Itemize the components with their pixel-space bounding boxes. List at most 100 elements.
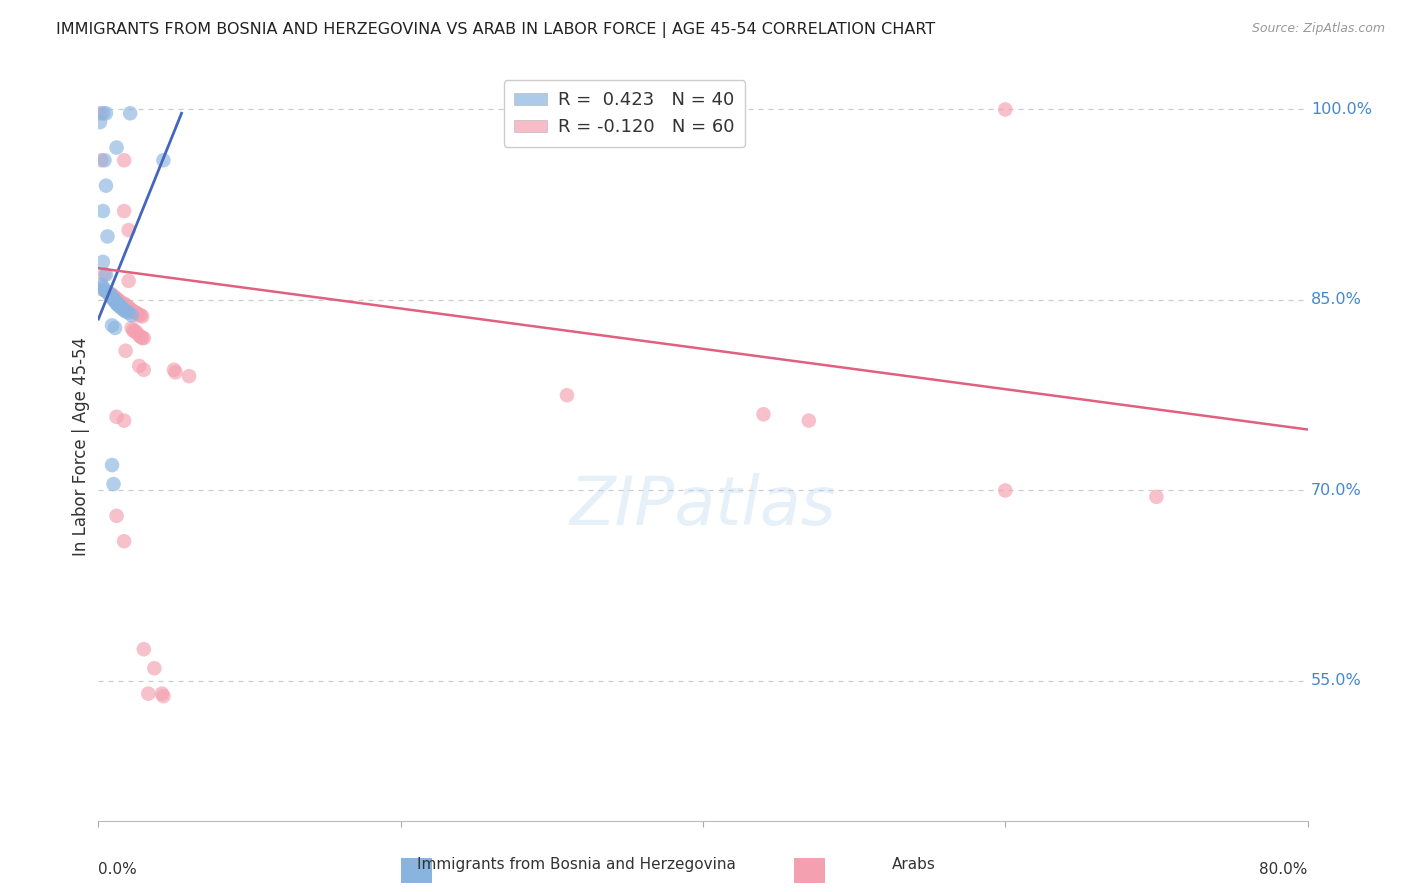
Text: 0.0%: 0.0% bbox=[98, 862, 138, 877]
Point bbox=[94, 178, 117, 193]
Point bbox=[91, 255, 114, 269]
Point bbox=[111, 297, 134, 311]
Text: 70.0%: 70.0% bbox=[1312, 483, 1362, 498]
Point bbox=[91, 204, 114, 219]
Point bbox=[100, 289, 122, 303]
Point bbox=[118, 306, 141, 320]
Point bbox=[152, 153, 174, 168]
Point bbox=[128, 328, 150, 343]
Point bbox=[994, 483, 1017, 498]
Point bbox=[165, 365, 187, 379]
Point bbox=[107, 298, 129, 312]
Point bbox=[132, 642, 155, 657]
Point bbox=[103, 292, 125, 306]
Point bbox=[100, 286, 122, 301]
Text: Immigrants from Bosnia and Herzegovina: Immigrants from Bosnia and Herzegovina bbox=[418, 857, 735, 872]
Y-axis label: In Labor Force | Age 45-54: In Labor Force | Age 45-54 bbox=[72, 336, 90, 556]
Point bbox=[112, 297, 135, 311]
Point bbox=[143, 661, 166, 675]
Point bbox=[131, 331, 153, 345]
Point bbox=[118, 301, 141, 315]
Point bbox=[555, 388, 578, 402]
Point bbox=[89, 106, 111, 120]
Point bbox=[127, 307, 149, 321]
Point bbox=[994, 103, 1017, 117]
Point bbox=[91, 283, 114, 297]
Text: ZIPatlas: ZIPatlas bbox=[569, 473, 837, 539]
Point bbox=[105, 508, 128, 523]
Point bbox=[98, 286, 121, 301]
Point bbox=[90, 153, 112, 168]
Point bbox=[124, 325, 146, 339]
Point bbox=[104, 321, 127, 335]
Point bbox=[111, 301, 134, 316]
Point bbox=[96, 229, 118, 244]
Point bbox=[101, 318, 124, 333]
Point bbox=[114, 304, 136, 318]
Point bbox=[179, 369, 201, 384]
Point bbox=[128, 308, 150, 322]
Point bbox=[112, 303, 135, 318]
Point bbox=[121, 308, 143, 322]
Point bbox=[90, 277, 112, 292]
Point bbox=[125, 306, 148, 320]
Point bbox=[93, 283, 115, 297]
Point bbox=[91, 106, 114, 120]
Point bbox=[107, 293, 129, 307]
Point bbox=[105, 297, 128, 311]
Point bbox=[110, 295, 132, 310]
Point bbox=[118, 223, 141, 237]
Point bbox=[132, 363, 155, 377]
Point bbox=[124, 306, 146, 320]
Point bbox=[101, 290, 124, 304]
Point bbox=[1144, 490, 1167, 504]
Point bbox=[93, 153, 115, 168]
Point bbox=[112, 414, 135, 428]
Point bbox=[104, 290, 127, 304]
Point bbox=[96, 285, 118, 300]
Point bbox=[129, 330, 152, 344]
Point bbox=[121, 303, 143, 318]
Point bbox=[103, 477, 125, 491]
Point bbox=[94, 268, 117, 282]
Text: 85.0%: 85.0% bbox=[1312, 293, 1362, 308]
Point bbox=[110, 301, 132, 315]
Point bbox=[118, 274, 141, 288]
Point bbox=[114, 298, 136, 312]
Text: 55.0%: 55.0% bbox=[1312, 673, 1362, 689]
Text: Source: ZipAtlas.com: Source: ZipAtlas.com bbox=[1251, 22, 1385, 36]
Point bbox=[100, 288, 122, 302]
Point bbox=[103, 289, 125, 303]
Point bbox=[105, 292, 128, 306]
Text: Arabs: Arabs bbox=[891, 857, 936, 872]
Point bbox=[89, 115, 111, 129]
Point bbox=[108, 299, 131, 313]
Text: 100.0%: 100.0% bbox=[1312, 102, 1372, 117]
Point bbox=[101, 288, 124, 302]
Point bbox=[150, 687, 173, 701]
Legend: R =  0.423   N = 40, R = -0.120   N = 60: R = 0.423 N = 40, R = -0.120 N = 60 bbox=[503, 80, 745, 147]
Point bbox=[136, 687, 159, 701]
Point bbox=[752, 407, 775, 421]
Point bbox=[110, 299, 132, 313]
Point bbox=[96, 285, 118, 300]
Point bbox=[93, 268, 115, 282]
Point bbox=[128, 359, 150, 373]
Point bbox=[108, 294, 131, 309]
Point bbox=[120, 106, 142, 120]
Point bbox=[152, 689, 174, 703]
Point bbox=[107, 297, 129, 311]
Point bbox=[105, 409, 128, 424]
Point bbox=[115, 299, 138, 313]
Point bbox=[103, 293, 125, 307]
Point bbox=[94, 106, 117, 120]
Point bbox=[114, 343, 136, 358]
Point bbox=[129, 308, 152, 322]
Point bbox=[122, 304, 145, 318]
Point bbox=[104, 294, 127, 309]
Point bbox=[112, 534, 135, 549]
Point bbox=[122, 323, 145, 337]
Point bbox=[120, 301, 142, 316]
Text: IMMIGRANTS FROM BOSNIA AND HERZEGOVINA VS ARAB IN LABOR FORCE | AGE 45-54 CORREL: IMMIGRANTS FROM BOSNIA AND HERZEGOVINA V… bbox=[56, 22, 935, 38]
Point bbox=[125, 325, 148, 339]
